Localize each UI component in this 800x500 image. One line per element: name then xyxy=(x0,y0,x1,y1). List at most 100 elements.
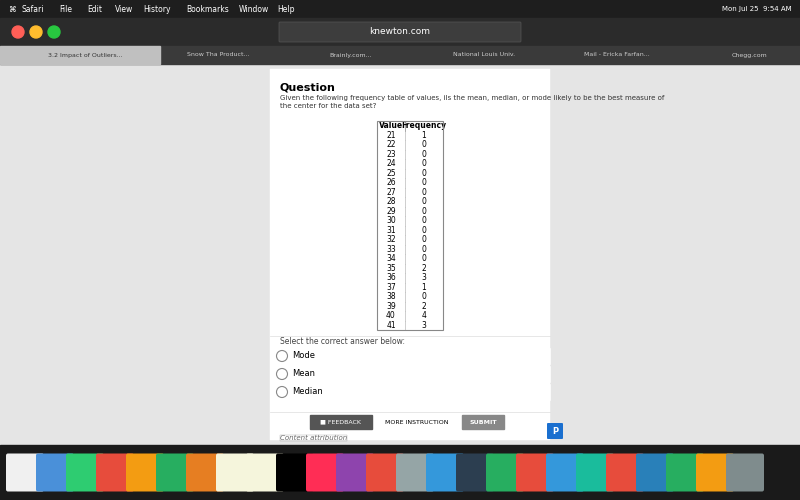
Bar xyxy=(377,415,457,429)
FancyBboxPatch shape xyxy=(336,454,374,492)
Bar xyxy=(0,18,800,46)
Text: 23: 23 xyxy=(386,150,396,159)
FancyBboxPatch shape xyxy=(606,454,644,492)
Text: 34: 34 xyxy=(386,254,396,263)
FancyBboxPatch shape xyxy=(6,454,44,492)
Bar xyxy=(377,244,443,254)
Bar xyxy=(462,415,504,429)
Text: 24: 24 xyxy=(386,159,396,168)
Text: 0: 0 xyxy=(422,244,426,254)
Text: knewton.com: knewton.com xyxy=(370,28,430,36)
Text: ■ FEEDBACK: ■ FEEDBACK xyxy=(321,420,362,424)
Text: 37: 37 xyxy=(386,283,396,292)
Text: National Louis Univ.: National Louis Univ. xyxy=(453,52,515,58)
Text: 4: 4 xyxy=(422,311,426,320)
Bar xyxy=(377,302,443,311)
FancyBboxPatch shape xyxy=(396,454,434,492)
Bar xyxy=(377,140,443,149)
Text: 22: 22 xyxy=(386,140,396,149)
Text: Content attribution: Content attribution xyxy=(280,435,347,441)
Text: 21: 21 xyxy=(386,130,396,140)
Text: History: History xyxy=(143,4,170,14)
Circle shape xyxy=(48,26,60,38)
Text: File: File xyxy=(59,4,72,14)
Bar xyxy=(377,150,443,159)
Text: 0: 0 xyxy=(422,159,426,168)
FancyBboxPatch shape xyxy=(306,454,344,492)
Text: 3.2 Impact of Outliers...: 3.2 Impact of Outliers... xyxy=(48,52,122,58)
Bar xyxy=(377,226,443,235)
Text: Bookmarks: Bookmarks xyxy=(186,4,229,14)
FancyBboxPatch shape xyxy=(276,454,314,492)
Text: 0: 0 xyxy=(422,236,426,244)
Text: 41: 41 xyxy=(386,321,396,330)
Text: SUBMIT: SUBMIT xyxy=(470,420,497,424)
Text: 2: 2 xyxy=(422,302,426,310)
Text: 0: 0 xyxy=(422,197,426,206)
Text: Brainly.com...: Brainly.com... xyxy=(330,52,372,58)
Text: 0: 0 xyxy=(422,226,426,235)
Text: 35: 35 xyxy=(386,264,396,273)
Text: 1: 1 xyxy=(422,130,426,140)
Text: Frequency: Frequency xyxy=(402,121,446,130)
Text: 3: 3 xyxy=(422,273,426,282)
FancyBboxPatch shape xyxy=(126,454,164,492)
Bar xyxy=(377,292,443,302)
Text: 33: 33 xyxy=(386,244,396,254)
Bar xyxy=(377,235,443,244)
Text: View: View xyxy=(115,4,134,14)
Bar xyxy=(377,254,443,264)
Bar xyxy=(377,311,443,320)
FancyBboxPatch shape xyxy=(66,454,104,492)
FancyBboxPatch shape xyxy=(456,454,494,492)
Bar xyxy=(0,64,800,445)
FancyBboxPatch shape xyxy=(36,454,74,492)
Text: 0: 0 xyxy=(422,207,426,216)
Text: 0: 0 xyxy=(422,169,426,178)
FancyBboxPatch shape xyxy=(546,454,584,492)
Text: Select the correct answer below:: Select the correct answer below: xyxy=(280,338,405,346)
Text: Chegg.com: Chegg.com xyxy=(732,52,768,58)
Text: 26: 26 xyxy=(386,178,396,187)
Bar xyxy=(377,159,443,168)
Circle shape xyxy=(277,368,287,380)
FancyBboxPatch shape xyxy=(279,22,521,42)
Text: 0: 0 xyxy=(422,140,426,149)
Text: 29: 29 xyxy=(386,207,396,216)
Text: ⌘: ⌘ xyxy=(8,4,16,14)
Text: 39: 39 xyxy=(386,302,396,310)
Text: 31: 31 xyxy=(386,226,396,235)
Text: Value: Value xyxy=(379,121,403,130)
Text: the center for the data set?: the center for the data set? xyxy=(280,103,376,109)
Bar xyxy=(0,46,160,64)
Text: Edit: Edit xyxy=(87,4,102,14)
Text: 3: 3 xyxy=(422,321,426,330)
Text: 0: 0 xyxy=(422,292,426,301)
Bar xyxy=(377,130,443,140)
Circle shape xyxy=(277,386,287,398)
Bar xyxy=(310,415,372,429)
Text: 0: 0 xyxy=(422,254,426,263)
FancyBboxPatch shape xyxy=(426,454,464,492)
Bar xyxy=(377,320,443,330)
Text: Median: Median xyxy=(292,388,322,396)
Text: 28: 28 xyxy=(386,197,396,206)
Bar xyxy=(377,197,443,206)
FancyBboxPatch shape xyxy=(246,454,284,492)
Bar xyxy=(377,273,443,282)
Bar xyxy=(377,216,443,226)
Bar xyxy=(377,178,443,188)
Text: Mean: Mean xyxy=(292,370,315,378)
FancyBboxPatch shape xyxy=(666,454,704,492)
Text: Mon Jul 25  9:54 AM: Mon Jul 25 9:54 AM xyxy=(722,6,792,12)
Bar xyxy=(270,348,550,364)
FancyBboxPatch shape xyxy=(696,454,734,492)
Text: 40: 40 xyxy=(386,311,396,320)
Text: Help: Help xyxy=(277,4,294,14)
FancyBboxPatch shape xyxy=(216,454,254,492)
Text: Window: Window xyxy=(239,4,270,14)
Text: 0: 0 xyxy=(422,216,426,225)
Text: Question: Question xyxy=(280,82,336,92)
Text: 27: 27 xyxy=(386,188,396,196)
Bar xyxy=(377,121,443,130)
